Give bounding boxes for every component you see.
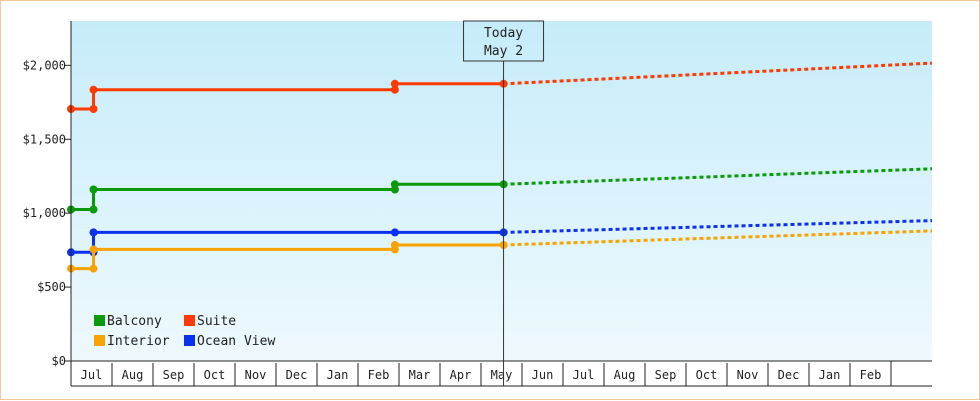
- data-point: [89, 205, 98, 214]
- series-forecast-interior: [503, 229, 933, 247]
- today-label: Today: [484, 26, 523, 41]
- series-interior: [67, 229, 933, 273]
- x-tick-label: Dec: [778, 368, 800, 382]
- x-tick-label: Nov: [737, 368, 759, 382]
- x-tick-label: Apr: [450, 368, 472, 382]
- legend-swatch: [184, 335, 195, 346]
- data-point: [390, 79, 399, 88]
- series-layer: [67, 61, 933, 273]
- series-forecast-balcony: [503, 167, 933, 186]
- data-point: [89, 264, 98, 273]
- x-tick-label: Nov: [245, 368, 267, 382]
- legend: Balcony Suite Interior Ocean View: [94, 314, 275, 349]
- data-point: [89, 228, 98, 237]
- legend-label: Interior: [107, 334, 170, 349]
- x-tick-label: Feb: [368, 368, 390, 382]
- legend-label: Ocean View: [197, 334, 275, 349]
- legend-swatch: [94, 315, 105, 326]
- y-tick-label: $0: [52, 354, 66, 368]
- x-tick-label: Jul: [81, 368, 103, 382]
- x-tick-label: May: [491, 368, 513, 382]
- data-point: [89, 245, 98, 254]
- x-tick-label: Jul: [573, 368, 595, 382]
- y-tick-label: $1,500: [23, 132, 66, 146]
- legend-swatch: [94, 335, 105, 346]
- data-point: [89, 85, 98, 94]
- today-box: [463, 20, 545, 62]
- x-tick-label: Feb: [860, 368, 882, 382]
- x-tick-label: Aug: [122, 368, 144, 382]
- axes-layer: $0 $500 $1,000 $1,500 $2,000 Jul Aug Sep Oct Nov D…: [23, 21, 932, 387]
- legend-label: Suite: [197, 314, 236, 329]
- series-forecast-ocean-view: [503, 219, 933, 234]
- data-point: [390, 228, 399, 237]
- data-point: [89, 105, 98, 113]
- x-tick-label: Mar: [409, 368, 431, 382]
- x-tick-label: Dec: [286, 368, 308, 382]
- series-forecast-suite: [503, 61, 933, 86]
- x-tick-label: Jun: [532, 368, 554, 382]
- data-point: [390, 180, 399, 189]
- series-balcony: [67, 167, 933, 214]
- data-point: [390, 241, 399, 249]
- legend-label: Balcony: [107, 314, 162, 329]
- data-point: [390, 85, 399, 94]
- x-tick-label: Jan: [327, 368, 349, 382]
- x-tick-label: Oct: [696, 368, 718, 382]
- today-label: May 2: [484, 44, 523, 59]
- y-tick-label: $1,000: [23, 206, 66, 220]
- data-point: [89, 185, 98, 194]
- x-tick-label: Aug: [614, 368, 636, 382]
- today-marker: Today May 2: [463, 20, 545, 386]
- y-tick-label: $2,000: [23, 58, 66, 72]
- legend-swatch: [184, 315, 195, 326]
- x-tick-label: Sep: [163, 368, 185, 382]
- y-tick-label: $500: [37, 280, 66, 294]
- x-tick-label: Oct: [204, 368, 226, 382]
- x-tick-label: Sep: [655, 368, 677, 382]
- series-suite: [67, 61, 933, 113]
- x-tick-label: Jan: [819, 368, 841, 382]
